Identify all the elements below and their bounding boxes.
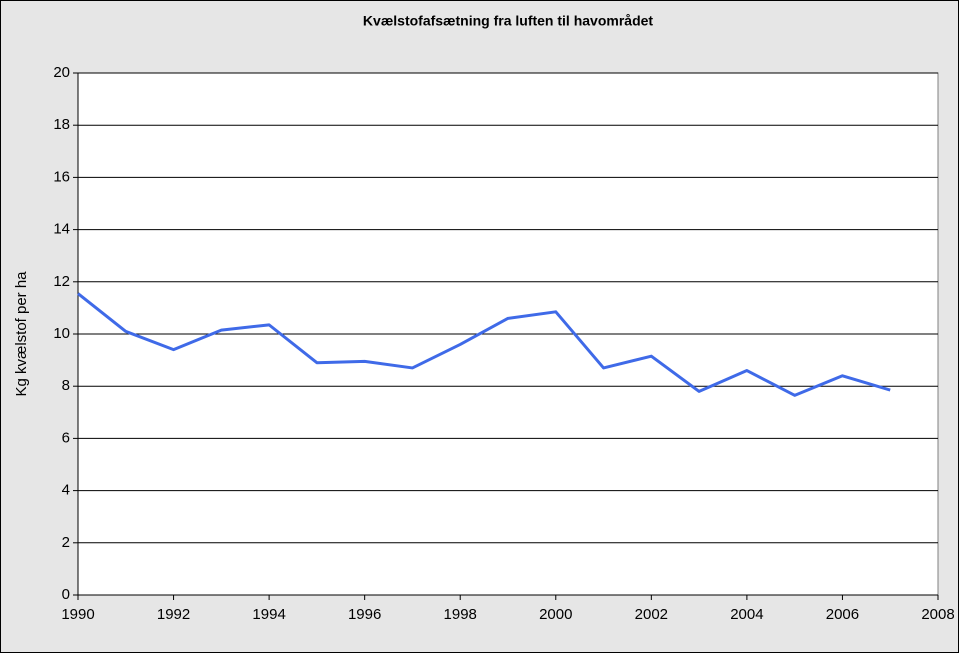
x-tick-label: 2000 bbox=[539, 606, 572, 623]
y-tick-label: 0 bbox=[62, 586, 70, 603]
y-tick-label: 14 bbox=[53, 221, 70, 238]
y-tick-label: 12 bbox=[53, 273, 70, 290]
x-tick-label: 1990 bbox=[61, 606, 94, 623]
y-tick-label: 8 bbox=[62, 377, 70, 394]
y-tick-label: 2 bbox=[62, 534, 70, 551]
y-axis-label: Kg kvælstof per ha bbox=[13, 271, 30, 397]
x-tick-label: 2004 bbox=[730, 606, 763, 623]
y-tick-label: 6 bbox=[62, 429, 70, 446]
x-tick-label: 2002 bbox=[635, 606, 668, 623]
y-tick-label: 4 bbox=[62, 482, 70, 499]
y-tick-label: 10 bbox=[53, 325, 70, 342]
x-tick-label: 1994 bbox=[252, 606, 285, 623]
data-line bbox=[77, 292, 891, 397]
y-tick-label: 20 bbox=[53, 64, 70, 81]
x-tick-label: 1998 bbox=[444, 606, 477, 623]
chart-title: Kvælstofafsætning fra luften til havområ… bbox=[363, 13, 653, 29]
x-tick-label: 2008 bbox=[921, 606, 954, 623]
x-tick-label: 1996 bbox=[348, 606, 381, 623]
x-tick-label: 2006 bbox=[826, 606, 859, 623]
y-tick-label: 18 bbox=[53, 116, 70, 133]
y-tick-label: 16 bbox=[53, 168, 70, 185]
x-tick-label: 1992 bbox=[157, 606, 190, 623]
